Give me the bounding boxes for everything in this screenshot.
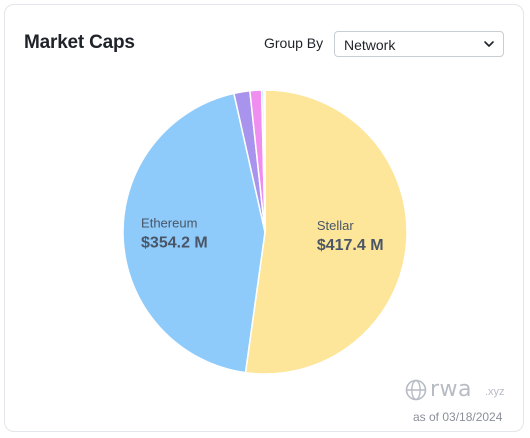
rwa-brand-tld: .xyz [485,386,505,398]
slice-label-ethereum: Ethereum [141,216,197,231]
rwa-logo: rwa .xyz [405,377,515,403]
market-cap-pie-chart: Stellar $417.4 M Ethereum $354.2 M [122,89,408,375]
group-by-selected-value: Network [344,37,396,53]
slice-label-stellar: Stellar [317,218,355,233]
slice-value-ethereum: $354.2 M [141,235,208,252]
pie-slice-ethereum[interactable] [122,92,266,374]
rwa-logo-mark-icon [405,379,427,401]
group-by-label: Group By [264,35,324,51]
market-caps-card: Market Caps Group By Network Stellar $417… [4,4,524,432]
pie-slice-unlabeled-5[interactable] [263,89,266,233]
as-of-date: as of 03/18/2024 [413,410,503,424]
rwa-brand-text: rwa [430,377,473,402]
pie-slice-stellar[interactable] [244,89,408,375]
slice-value-stellar: $417.4 M [317,237,384,254]
card-title: Market Caps [24,32,135,53]
chevron-down-icon [484,41,494,47]
group-by-select[interactable]: Network [334,31,504,57]
